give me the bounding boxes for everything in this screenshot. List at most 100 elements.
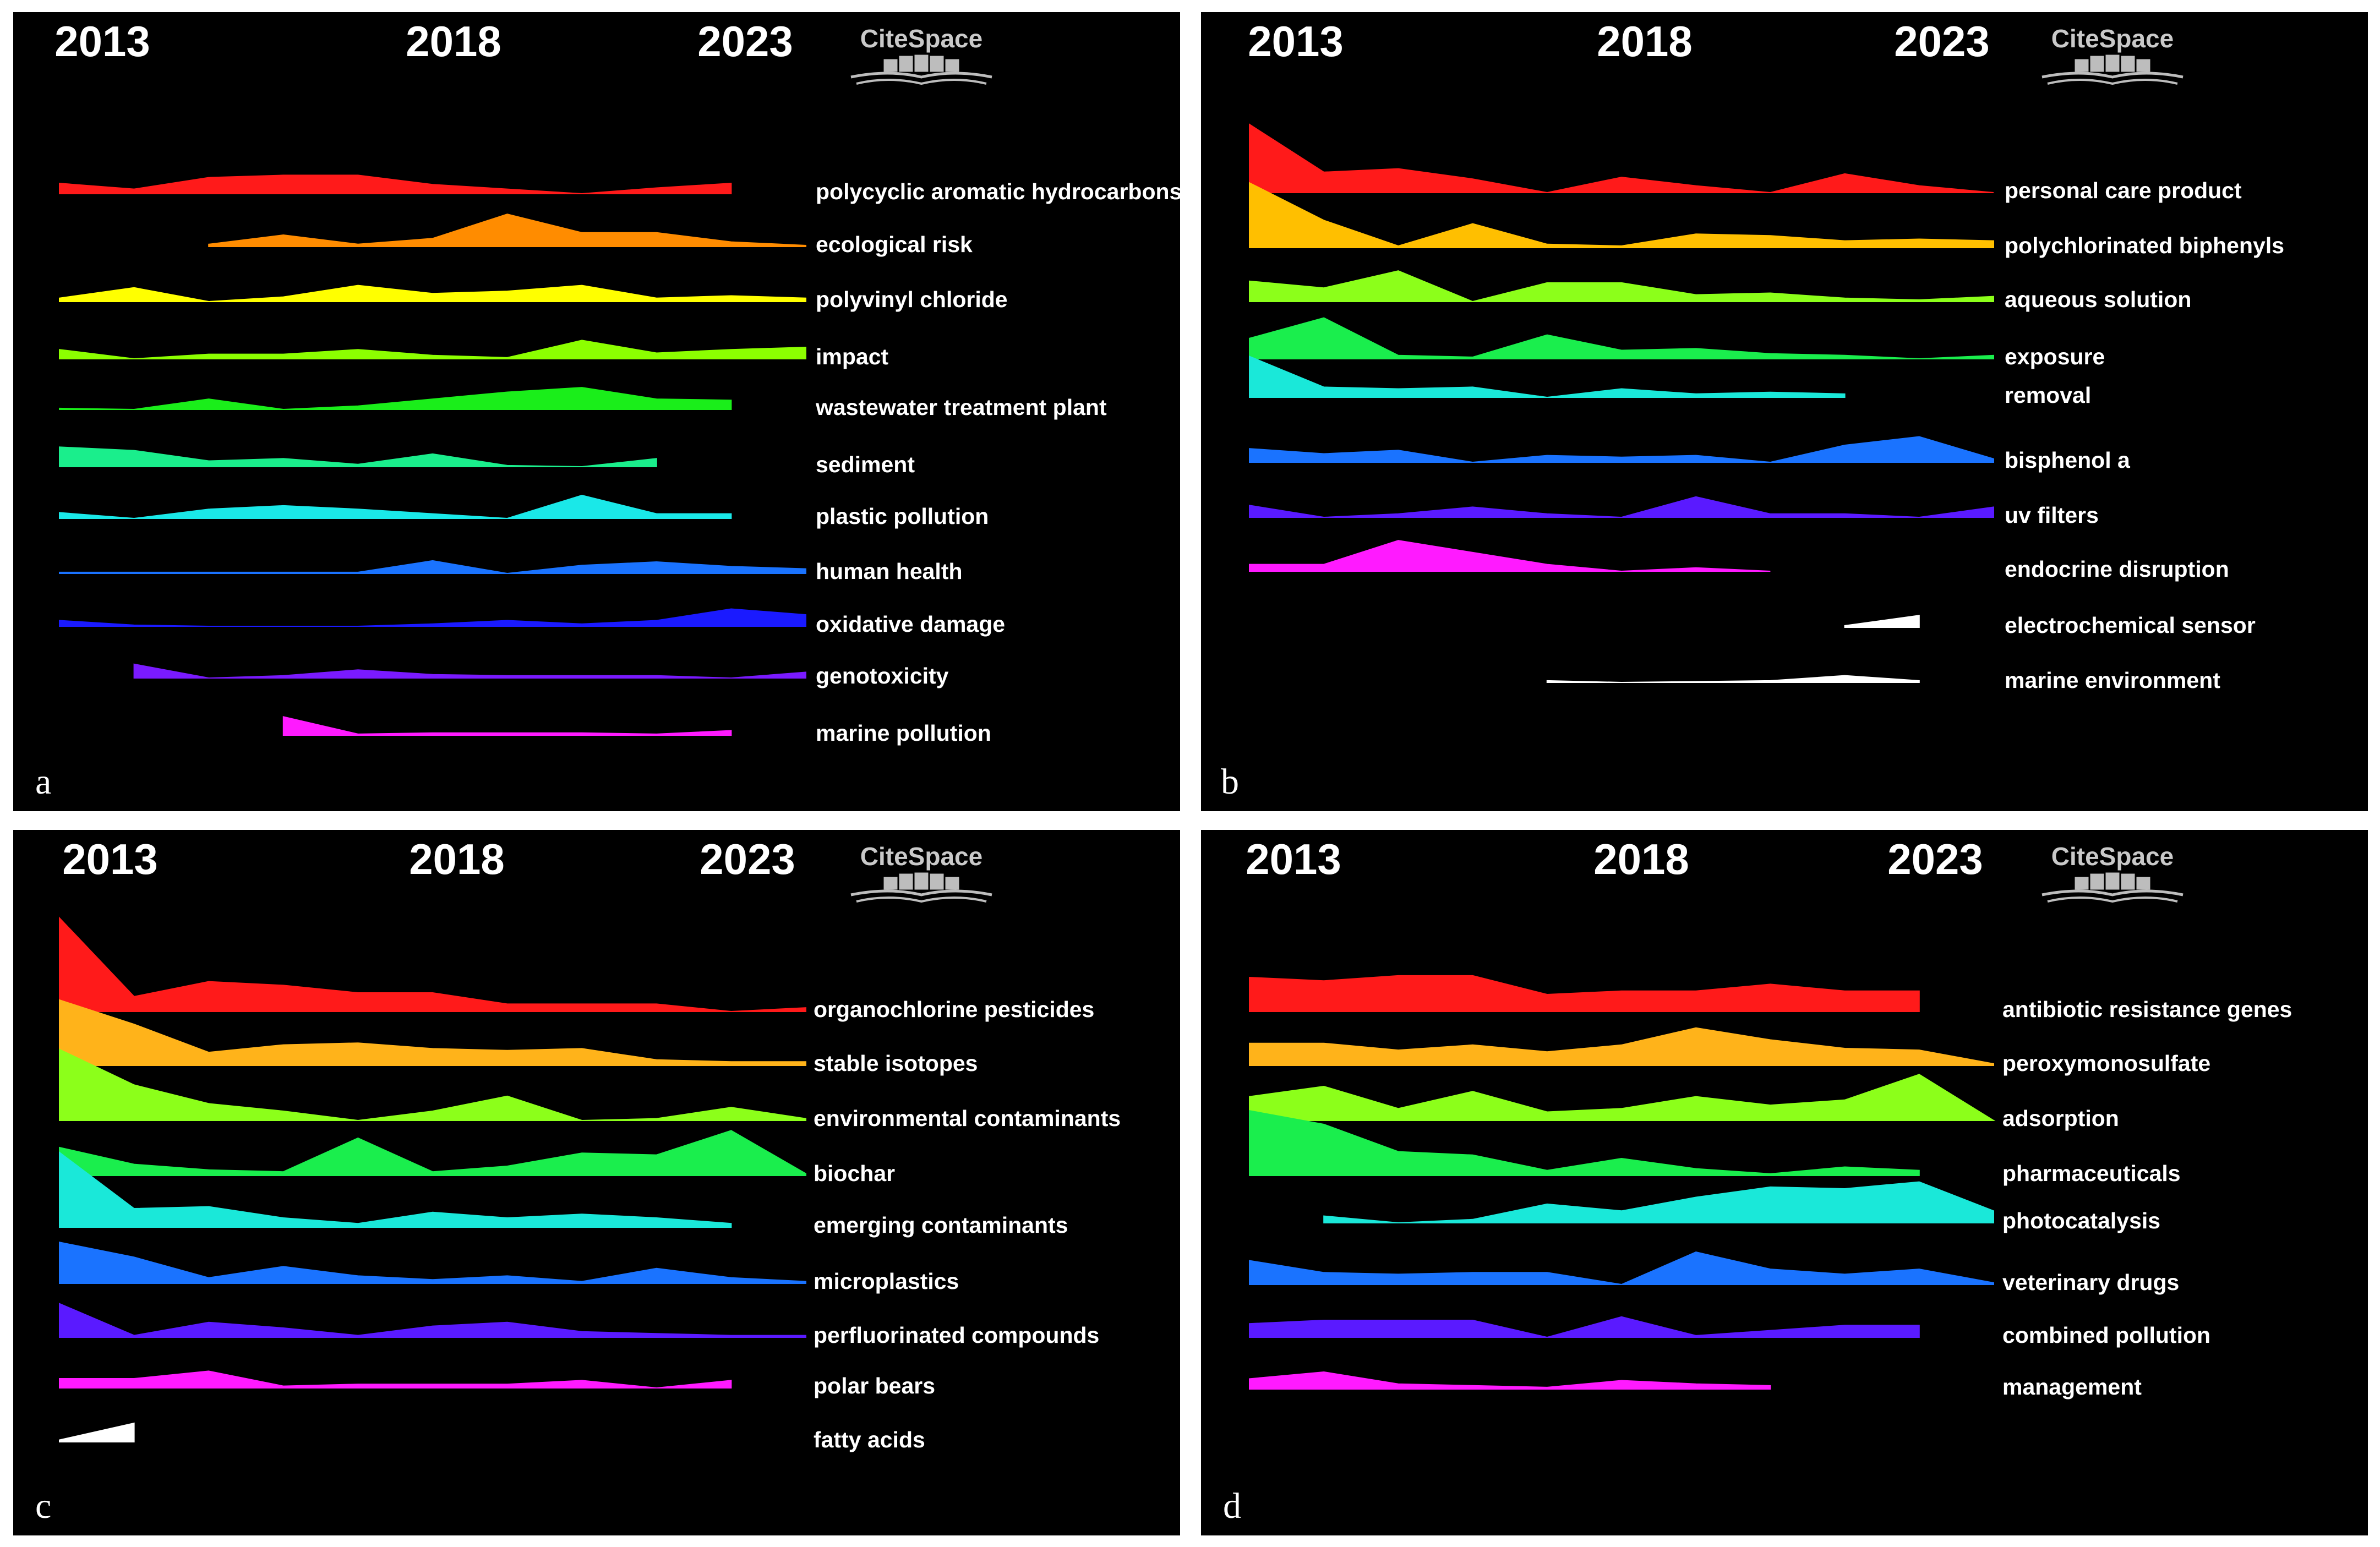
term-label-polychlorinated-biphenyls: polychlorinated biphenyls [2005,233,2284,258]
citespace-logo: CiteSpace [850,24,992,85]
stream-removal [1249,356,1846,398]
panel-letter: a [35,762,51,802]
term-label-oxidative-damage: oxidative damage [816,611,1005,637]
stream-combined-pollution [1249,1316,1920,1338]
year-label-mid: 2018 [1597,17,1693,65]
stream-photocatalysis [1323,1181,1994,1224]
stream-adsorption [1249,1074,1996,1121]
term-label-biochar: biochar [814,1161,895,1186]
term-label-environmental-contaminants: environmental contaminants [814,1106,1121,1131]
stream-pharmaceuticals [1249,1109,1920,1176]
term-label-photocatalysis: photocatalysis [2002,1208,2160,1233]
stream-electrochemical-sensor [1844,615,1920,628]
stream-personal-care-product [1249,123,1994,194]
book-icon [850,872,992,903]
stream-endocrine-disruption [1249,540,1771,572]
stream-bisphenol-a [1249,436,1994,463]
stream-ecological-risk [208,214,806,247]
year-label-start: 2013 [1248,17,1344,65]
panel-c: 2013 2018 2023 CiteSpace organochlorine … [13,830,1180,1535]
stream-environmental-contaminants [59,1048,806,1122]
stream-veterinary-drugs [1249,1251,1994,1286]
stream-exposure [1249,317,1994,360]
timeline-chart-d: 2013 2018 2023 CiteSpace antibiotic resi… [1223,835,2292,1526]
term-label-human-health: human health [816,559,963,584]
stream-polar-bears [59,1370,732,1389]
panel-letter: c [35,1486,51,1526]
stream-sediment [59,446,657,468]
book-icon [2041,872,2184,903]
term-label-aqueous-solution: aqueous solution [2005,287,2191,312]
term-label-management: management [2002,1374,2142,1400]
term-label-marine-environment: marine environment [2005,668,2220,693]
term-label-polar-bears: polar bears [814,1373,935,1398]
term-label-genotoxicity: genotoxicity [816,663,949,688]
stream-emerging-contaminants [59,1151,732,1228]
stream-perfluorinated-compounds [59,1303,806,1338]
year-label-mid: 2018 [406,17,501,65]
citespace-logo: CiteSpace [2041,842,2184,903]
stream-management [1249,1371,1771,1390]
stream-marine-environment [1546,675,1920,684]
year-label-end: 2023 [1894,17,1990,65]
stream-stable-isotopes [59,999,806,1066]
panel-letter: d [1223,1486,1241,1526]
citespace-logo: CiteSpace [2041,24,2184,85]
year-label-mid: 2018 [1593,835,1689,883]
term-label-marine-pollution: marine pollution [816,720,991,746]
term-label-polycyclic-aromatic-hydrocarbons: polycyclic aromatic hydrocarbons [816,179,1180,204]
term-label-pharmaceuticals: pharmaceuticals [2002,1161,2181,1186]
stream-peroxymonosulfate [1249,1027,1994,1066]
term-label-bisphenol-a: bisphenol a [2005,447,2131,473]
stream-organochlorine-pesticides [59,916,806,1013]
term-label-endocrine-disruption: endocrine disruption [2005,556,2229,582]
term-label-peroxymonosulfate: peroxymonosulfate [2002,1051,2210,1076]
term-label-removal: removal [2005,382,2091,408]
year-label-end: 2023 [700,835,795,883]
timeline-chart-c: 2013 2018 2023 CiteSpace organochlorine … [35,835,1121,1526]
citespace-logo-text: CiteSpace [860,842,982,871]
term-label-emerging-contaminants: emerging contaminants [814,1212,1068,1238]
year-label-mid: 2018 [409,835,505,883]
stream-biochar [59,1130,806,1176]
term-label-adsorption: adsorption [2002,1106,2119,1131]
stream-human-health [59,560,806,575]
term-label-personal-care-product: personal care product [2005,178,2242,203]
year-label-end: 2023 [1887,835,1983,883]
term-label-combined-pollution: combined pollution [2002,1322,2210,1348]
stream-marine-pollution [282,716,732,736]
term-label-wastewater-treatment-plant: wastewater treatment plant [815,395,1107,420]
stream-impact [59,340,806,360]
term-label-antibiotic-resistance-genes: antibiotic resistance genes [2002,997,2292,1022]
panel-d: 2013 2018 2023 CiteSpace antibiotic resi… [1201,830,2368,1535]
term-label-veterinary-drugs: veterinary drugs [2002,1270,2179,1295]
term-label-impact: impact [816,344,888,369]
stream-polychlorinated-biphenyls [1249,182,1994,248]
stream-microplastics [59,1241,806,1284]
year-label-start: 2013 [62,835,158,883]
year-label-end: 2023 [697,17,793,65]
year-label-start: 2013 [1246,835,1341,883]
stream-polyvinyl-chloride [59,285,806,303]
term-label-stable-isotopes: stable isotopes [814,1051,978,1076]
stream-wastewater-treatment-plant [59,387,732,411]
year-label-start: 2013 [54,17,150,65]
stream-plastic-pollution [59,494,732,520]
term-label-sediment: sediment [816,452,915,477]
term-label-fatty-acids: fatty acids [814,1427,925,1452]
term-label-electrochemical-sensor: electrochemical sensor [2005,613,2256,638]
citespace-logo-text: CiteSpace [2051,842,2174,871]
stream-aqueous-solution [1249,270,1994,303]
term-label-polyvinyl-chloride: polyvinyl chloride [816,287,1008,312]
book-icon [2041,54,2184,85]
stream-antibiotic-resistance-genes [1249,975,1920,1012]
stream-fatty-acids [59,1422,135,1442]
citespace-logo-text: CiteSpace [860,24,982,53]
book-icon [850,54,992,85]
stream-genotoxicity [133,663,806,679]
term-label-exposure: exposure [2005,344,2105,369]
stream-oxidative-damage [59,608,806,627]
term-label-organochlorine-pesticides: organochlorine pesticides [814,997,1094,1022]
citespace-logo: CiteSpace [850,842,992,903]
timeline-chart-a: 2013 2018 2023 CiteSpace polycyclic arom… [35,17,1180,802]
